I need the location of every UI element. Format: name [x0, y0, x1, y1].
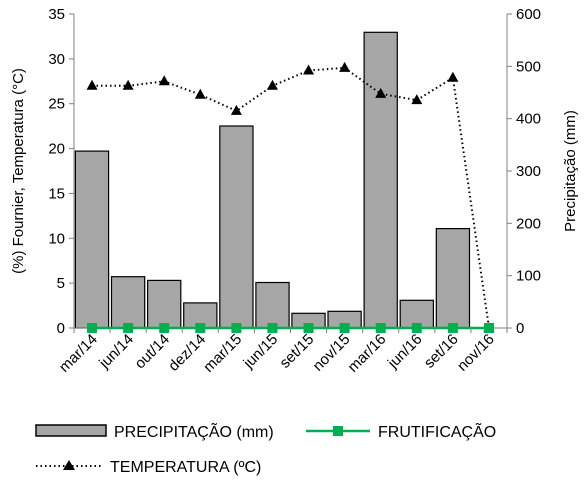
precip-bar	[110, 276, 146, 329]
precip-bar	[219, 125, 254, 329]
precip-bar	[435, 228, 471, 329]
fruiting-point	[267, 323, 278, 333]
left-tick-label: 20	[48, 141, 65, 158]
fruiting-point	[159, 323, 170, 333]
right-tick-label: 300	[516, 163, 541, 180]
fruiting-point	[447, 323, 458, 333]
precip-bar	[147, 279, 182, 329]
temperature-point	[86, 79, 98, 90]
fruiting-point	[339, 323, 350, 333]
temperature-point	[122, 79, 134, 90]
precip-bar	[363, 31, 398, 329]
left-tick-label: 5	[57, 275, 65, 292]
temperature-point	[194, 88, 206, 99]
x-tick-label: dez/14	[165, 331, 209, 375]
left-axis-title: (%) Fournier, Temperatura (°C)	[10, 68, 27, 274]
temperature-point	[375, 87, 387, 98]
fruiting-point	[411, 323, 422, 333]
right-tick-label: 400	[516, 111, 541, 128]
fruiting-point	[483, 323, 494, 333]
x-tick-label: jun/16	[384, 331, 426, 373]
right-tick-label: 100	[516, 268, 541, 285]
x-axis-ticks: mar/14jun/14out/14dez/14mar/15jun/15set/…	[56, 328, 508, 376]
precip-bar	[255, 281, 290, 329]
x-tick-label: jun/15	[240, 331, 282, 373]
fruiting-point	[375, 323, 386, 333]
x-tick-label: mar/15	[200, 331, 245, 376]
left-tick-label: 15	[48, 185, 65, 202]
right-axis-ticks: 0 100 200 300 400 500 600	[507, 6, 541, 337]
x-tick-label: nov/16	[454, 331, 498, 375]
temperature-point	[303, 64, 315, 75]
temperature-point	[158, 75, 170, 86]
legend-fruit-label: FRUTIFICAÇÃO	[378, 421, 496, 441]
x-tick-label: out/14	[132, 331, 174, 373]
legend-temp-marker	[63, 460, 75, 470]
precip-bar	[74, 150, 110, 329]
left-tick-label: 35	[48, 6, 65, 23]
x-tick-label: jun/14	[95, 331, 137, 373]
temperature-point	[339, 61, 351, 72]
temperature-point	[411, 94, 423, 105]
left-tick-label: 0	[57, 320, 65, 337]
legend-temp-label: TEMPERATURA (ºC)	[110, 459, 261, 476]
right-tick-label: 500	[516, 58, 541, 75]
fruiting-point	[195, 323, 206, 333]
legend-precip-label: PRECIPITAÇÃO (mm)	[114, 421, 274, 441]
fruiting-point	[303, 323, 314, 333]
x-tick-label: mar/14	[56, 331, 101, 376]
fruiting-point	[87, 323, 98, 333]
left-axis-ticks: 0 5 10 15 20 25 30 35	[48, 6, 74, 337]
right-tick-label: 200	[516, 215, 541, 232]
left-tick-label: 30	[48, 51, 65, 68]
left-tick-label: 10	[48, 230, 65, 247]
temperature-point	[447, 71, 459, 82]
legend-fruit-marker	[333, 426, 343, 436]
x-tick-label: mar/16	[345, 331, 390, 376]
x-tick-label: nov/15	[310, 331, 354, 375]
legend: PRECIPITAÇÃO (mm) FRUTIFICAÇÃO TEMPERATU…	[35, 421, 496, 476]
left-tick-label: 25	[48, 96, 65, 113]
legend-precip-swatch	[35, 424, 107, 437]
right-tick-label: 0	[516, 320, 524, 337]
right-axis-title: Precipitação (mm)	[562, 110, 579, 232]
fruiting-point	[123, 323, 134, 333]
fruiting-point	[231, 323, 242, 333]
precipitation-bars	[74, 31, 471, 329]
temperature-point	[230, 104, 242, 115]
right-tick-label: 600	[516, 6, 541, 23]
temperature-point	[266, 79, 278, 90]
